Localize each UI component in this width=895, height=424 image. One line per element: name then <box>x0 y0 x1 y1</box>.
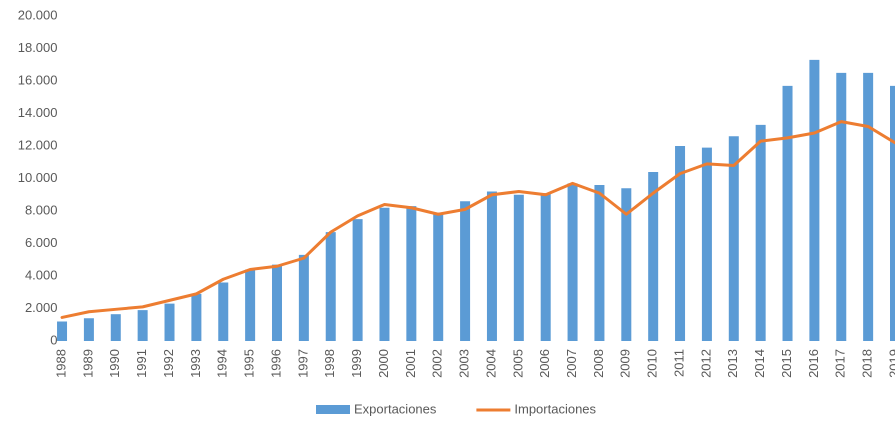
x-tick-label: 1990 <box>107 349 122 378</box>
bar <box>755 124 766 341</box>
bar <box>513 194 524 341</box>
y-tick-label: 2.000 <box>25 300 58 315</box>
x-tick-label: 2017 <box>833 349 848 378</box>
x-tick-label: 1988 <box>53 349 68 378</box>
x-tick-label: 2019 <box>886 349 895 378</box>
x-tick-label: 2004 <box>483 349 498 378</box>
bar <box>540 193 551 341</box>
bar <box>836 72 847 341</box>
bar <box>890 85 895 341</box>
bar <box>728 136 739 341</box>
x-tick-label: 2008 <box>591 349 606 378</box>
y-tick-label: 16.000 <box>18 72 58 87</box>
y-tick-label: 10.000 <box>18 170 58 185</box>
bar <box>57 321 68 341</box>
x-tick-label: 1989 <box>80 349 95 378</box>
x-tick-label: 1997 <box>295 349 310 378</box>
x-tick-label: 1992 <box>161 349 176 378</box>
bar <box>298 254 309 341</box>
bar <box>406 206 417 341</box>
x-tick-label: 1996 <box>268 349 283 378</box>
bar <box>648 172 659 341</box>
bar <box>486 191 497 341</box>
bar <box>782 85 793 341</box>
x-tick-label: 2015 <box>779 349 794 378</box>
x-tick-label: 1993 <box>188 349 203 378</box>
bar <box>164 303 175 341</box>
x-tick-label: 2009 <box>618 349 633 378</box>
y-tick-label: 0 <box>50 332 57 347</box>
x-tick-label: 2010 <box>645 349 660 378</box>
bar <box>621 188 632 341</box>
x-tick-label: 2005 <box>510 349 525 378</box>
x-tick-label: 1991 <box>134 349 149 378</box>
bar <box>137 310 148 341</box>
bar <box>245 269 256 341</box>
legend-swatch <box>316 405 350 414</box>
y-tick-label: 20.000 <box>18 7 58 22</box>
x-tick-label: 1994 <box>215 349 230 378</box>
x-tick-label: 2018 <box>860 349 875 378</box>
bar <box>594 185 605 341</box>
bar <box>83 318 94 341</box>
bar <box>809 59 820 341</box>
bar <box>567 183 578 341</box>
legend-label: Importaciones <box>514 401 596 416</box>
bar <box>218 282 229 341</box>
x-tick-label: 1999 <box>349 349 364 378</box>
y-tick-label: 8.000 <box>25 202 58 217</box>
x-tick-label: 2001 <box>403 349 418 378</box>
bar <box>325 232 336 341</box>
x-tick-label: 2016 <box>806 349 821 378</box>
y-tick-label: 14.000 <box>18 105 58 120</box>
x-tick-label: 1998 <box>322 349 337 378</box>
x-tick-label: 2014 <box>752 349 767 378</box>
y-tick-label: 12.000 <box>18 137 58 152</box>
line <box>60 120 895 319</box>
bar <box>110 314 121 341</box>
bar <box>271 264 282 341</box>
bar <box>191 293 202 341</box>
x-tick-label: 2007 <box>564 349 579 378</box>
x-tick-label: 2006 <box>537 349 552 378</box>
x-tick-label: 1995 <box>242 349 257 378</box>
bar <box>675 146 686 341</box>
y-tick-label: 4.000 <box>25 267 58 282</box>
x-tick-label: 2011 <box>671 349 686 377</box>
bar <box>701 147 712 341</box>
bar <box>863 72 874 341</box>
x-tick-label: 2000 <box>376 349 391 378</box>
bar <box>379 207 390 341</box>
x-tick-label: 2002 <box>430 349 445 378</box>
x-tick-label: 2003 <box>457 349 472 378</box>
bar <box>433 212 444 341</box>
y-tick-label: 18.000 <box>18 40 58 55</box>
x-tick-label: 2012 <box>698 349 713 378</box>
bar <box>352 219 363 341</box>
bar <box>460 201 471 341</box>
legend-label: Exportaciones <box>354 401 437 416</box>
x-tick-label: 2013 <box>725 349 740 378</box>
y-tick-label: 6.000 <box>25 235 58 250</box>
